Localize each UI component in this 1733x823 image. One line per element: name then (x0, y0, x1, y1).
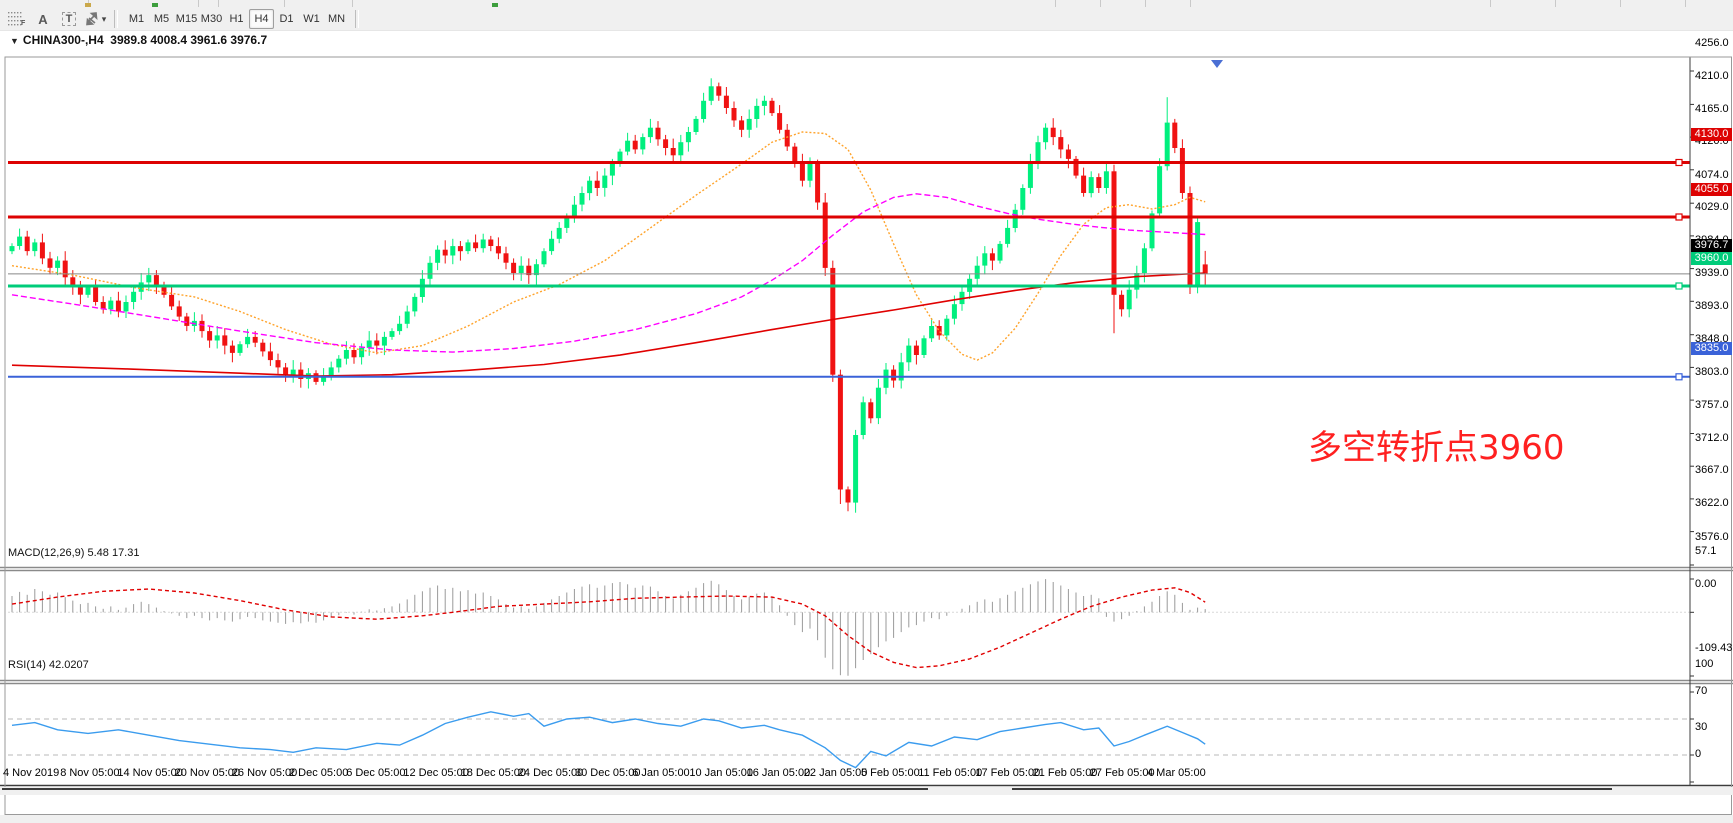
tabbar-edge (2, 788, 928, 790)
rsi-line (11, 711, 1206, 769)
ma-fast-line (11, 131, 1206, 361)
timeframe-button-m30[interactable]: M30 (200, 13, 223, 25)
toolbar-separator (355, 10, 359, 28)
chart-annotation-text: 多空转折点3960 (1308, 428, 1565, 468)
grid-snap-tool-button[interactable]: F (5, 10, 29, 28)
svg-text:F: F (21, 20, 26, 26)
timeframe-button-m5[interactable]: M5 (153, 13, 170, 25)
symbol-ohlc: 3989.8 4008.4 3961.6 3976.7 (110, 33, 268, 47)
toolbar-remnant-divider (1490, 0, 1491, 7)
main-toolbar: F A T ▾ M1 M5 M15 M30 H1 H4 D1 W1 MN (0, 8, 1733, 31)
hline-handle[interactable] (1675, 158, 1683, 167)
toolbar-remnant-divider (1190, 0, 1191, 7)
toolbar-remnant-divider (352, 0, 353, 7)
toolbar-remnant-divider (198, 0, 199, 7)
timeframe-button-m15[interactable]: M15 (175, 13, 198, 25)
timeframe-button-d1[interactable]: D1 (279, 13, 294, 25)
toolbar-separator (114, 10, 118, 28)
arrows-tool-button[interactable]: ▾ (83, 10, 107, 28)
toolbar-remnant-divider (1620, 0, 1621, 7)
toolbar-remnant-divider (1145, 0, 1146, 7)
timeframe-button-h4[interactable]: H4 (249, 9, 274, 29)
drawing-tools-group: F A T ▾ (4, 10, 108, 28)
ma-slow-line (11, 272, 1206, 377)
text-box-icon: T (61, 12, 77, 26)
chart-shift-marker-icon[interactable] (1211, 60, 1223, 68)
toolbar-remnant-icon (492, 3, 498, 7)
candlesticks (9, 78, 1208, 513)
toolbar-remnant-divider (1100, 0, 1101, 7)
arrows-icon (85, 12, 98, 26)
hline-handle[interactable] (1675, 282, 1683, 290)
toolbar-remnant-divider (1555, 0, 1556, 7)
symbol-name: CHINA300-,H4 (22, 33, 104, 47)
toolbar-remnant-divider (284, 0, 285, 7)
chart-graphics (0, 56, 1733, 815)
macd-pane-label: MACD(12,26,9) 5.48 17.31 (8, 547, 140, 559)
timeframe-button-m1[interactable]: M1 (128, 13, 145, 25)
hline-handle[interactable] (1675, 373, 1683, 381)
rsi-pane-label: RSI(14) 42.0207 (8, 659, 89, 671)
tabbar-edge (1012, 788, 1612, 790)
toolbar-remnant-icon (152, 3, 158, 7)
toolbar-remnant-divider (218, 0, 219, 7)
text-label-tool-button[interactable]: A (38, 11, 48, 27)
toolbar-remnant-divider (1055, 0, 1056, 7)
timeframe-button-mn[interactable]: MN (327, 13, 346, 25)
timeframe-button-h1[interactable]: H1 (229, 13, 244, 25)
toolbar-remnant-divider (1685, 0, 1686, 7)
ma-mid-line (11, 193, 1206, 353)
arrows-dropdown-icon[interactable]: ▾ (101, 13, 107, 24)
symbol-dropdown-icon[interactable]: ▼ (10, 36, 19, 46)
chart-symbol-header: ▼ CHINA300-,H4 3989.8 4008.4 3961.6 3976.… (10, 33, 267, 47)
toolbar-remnant-icon (85, 3, 91, 7)
grid-icon: F (8, 12, 26, 26)
chart-canvas[interactable] (0, 28, 1733, 815)
macd-histogram (11, 579, 1206, 676)
text-box-tool-button[interactable]: T (57, 10, 81, 28)
timeframe-group: M1 M5 M15 M30 H1 H4 D1 W1 MN (124, 9, 349, 29)
bottom-partial-tabbar (0, 787, 1733, 795)
timeframe-button-w1[interactable]: W1 (303, 13, 320, 25)
hline-handle[interactable] (1675, 213, 1683, 221)
macd-signal-line (11, 587, 1206, 669)
